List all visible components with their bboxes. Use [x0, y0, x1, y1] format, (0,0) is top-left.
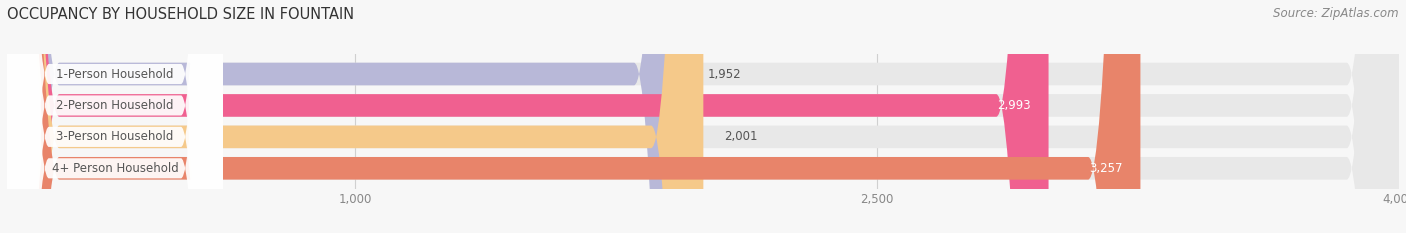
- FancyBboxPatch shape: [7, 0, 686, 233]
- FancyBboxPatch shape: [7, 0, 1399, 233]
- FancyBboxPatch shape: [7, 0, 1399, 233]
- FancyBboxPatch shape: [7, 0, 1140, 233]
- FancyBboxPatch shape: [7, 0, 1049, 233]
- Text: 1-Person Household: 1-Person Household: [56, 68, 174, 81]
- FancyBboxPatch shape: [7, 0, 222, 233]
- FancyBboxPatch shape: [7, 0, 222, 233]
- Text: 3-Person Household: 3-Person Household: [56, 130, 173, 143]
- Text: 2-Person Household: 2-Person Household: [56, 99, 174, 112]
- FancyBboxPatch shape: [7, 0, 703, 233]
- Text: 4+ Person Household: 4+ Person Household: [52, 162, 179, 175]
- Text: 3,257: 3,257: [1090, 162, 1123, 175]
- Text: 2,993: 2,993: [997, 99, 1031, 112]
- FancyBboxPatch shape: [7, 0, 222, 233]
- Text: OCCUPANCY BY HOUSEHOLD SIZE IN FOUNTAIN: OCCUPANCY BY HOUSEHOLD SIZE IN FOUNTAIN: [7, 7, 354, 22]
- FancyBboxPatch shape: [7, 0, 1399, 233]
- FancyBboxPatch shape: [7, 0, 1399, 233]
- FancyBboxPatch shape: [7, 0, 222, 233]
- Text: Source: ZipAtlas.com: Source: ZipAtlas.com: [1274, 7, 1399, 20]
- Text: 2,001: 2,001: [724, 130, 758, 143]
- Text: 1,952: 1,952: [707, 68, 741, 81]
